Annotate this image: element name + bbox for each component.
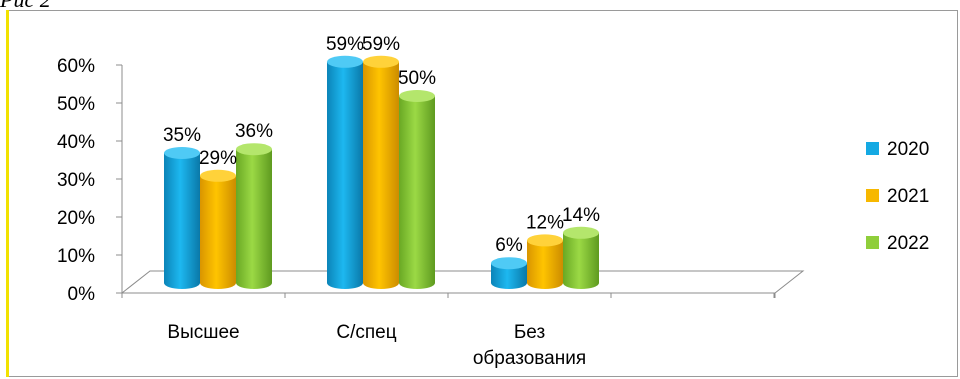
bar-2022-0 [236, 143, 272, 289]
data-label: 50% [398, 68, 436, 89]
bar-2021-1 [363, 55, 399, 289]
y-tick-label: 50% [57, 94, 95, 115]
bar-body [164, 153, 200, 289]
bar-2020-0 [164, 147, 200, 289]
legend-label-2021: 2021 [887, 186, 929, 207]
bar-top [164, 147, 200, 159]
data-label: 35% [163, 125, 201, 146]
bar-top [200, 169, 236, 182]
data-label: 29% [199, 148, 237, 169]
bar-top [491, 257, 527, 270]
data-label: 59% [326, 34, 364, 55]
legend-swatch-2021 [866, 189, 879, 202]
y-tick-label: 20% [57, 208, 95, 229]
legend-swatch-2022 [866, 236, 879, 249]
bar-top [236, 143, 272, 156]
bar-2020-1 [327, 55, 363, 289]
x-category-label: Без [514, 322, 545, 343]
bar-2020-2 [491, 257, 527, 289]
y-tick-label: 30% [57, 170, 95, 191]
bar-body [236, 149, 272, 289]
bar-body [200, 175, 236, 289]
bar-top [563, 226, 599, 239]
bar-body [363, 61, 399, 289]
data-label: 59% [362, 34, 400, 55]
chart-floor [120, 270, 805, 294]
legend-label-2020: 2020 [887, 139, 929, 160]
data-label: 6% [495, 235, 523, 256]
frame-accent-bar [6, 10, 9, 377]
bar-2021-2 [527, 234, 563, 289]
y-tick-label: 10% [57, 246, 95, 267]
bar-body [399, 96, 435, 289]
bar-2022-1 [399, 90, 435, 289]
bar-top [527, 234, 563, 247]
bar-2021-0 [200, 169, 236, 289]
bar-body [491, 263, 527, 289]
data-label: 36% [235, 121, 273, 142]
bar-top [399, 90, 435, 102]
y-tick-label: 60% [57, 56, 95, 77]
x-category-label: образования [473, 348, 586, 369]
legend-label-2022: 2022 [887, 233, 929, 254]
bar-body [563, 232, 599, 289]
y-tick-label: 0% [68, 284, 96, 305]
data-label: 14% [562, 205, 600, 226]
bar-2022-2 [563, 226, 599, 289]
bar-body [327, 61, 363, 289]
x-category-label: Высшее [167, 322, 239, 343]
x-category-label: С/спец [336, 322, 396, 343]
bar-top [327, 55, 363, 68]
bar-body [527, 240, 563, 289]
data-label: 12% [526, 212, 564, 233]
legend-swatch-2020 [866, 142, 879, 155]
figure-caption: Рис 2 [0, 0, 51, 11]
bar-top [363, 55, 399, 68]
y-tick-label: 40% [57, 132, 95, 153]
